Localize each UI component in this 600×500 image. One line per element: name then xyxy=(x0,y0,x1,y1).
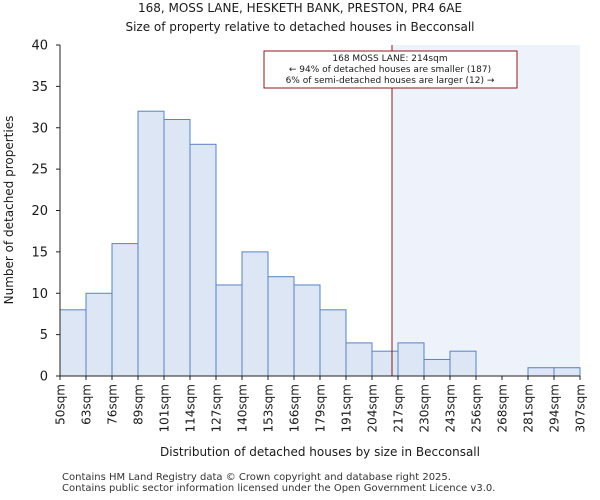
x-tick-label: 294sqm xyxy=(548,384,562,432)
y-tick-label: 25 xyxy=(31,163,48,178)
y-tick-label: 20 xyxy=(31,204,48,219)
bar-127sqm xyxy=(215,284,243,377)
bar-114sqm xyxy=(189,143,217,377)
shaded-region xyxy=(392,45,580,376)
x-tick-label: 268sqm xyxy=(496,384,510,432)
annotation-box xyxy=(263,50,518,89)
x-tick-label: 191sqm xyxy=(340,384,354,432)
bar-76sqm xyxy=(111,243,139,377)
x-tick-label: 140sqm xyxy=(236,384,250,432)
bar-179sqm xyxy=(319,309,347,377)
x-axis-label: Distribution of detached houses by size … xyxy=(160,445,480,459)
y-tick-label: 40 xyxy=(31,39,48,54)
bar-191sqm xyxy=(345,342,373,377)
bar-230sqm xyxy=(423,358,451,377)
bar-153sqm xyxy=(267,276,295,377)
annotation-line-1: 168 MOSS LANE: 214sqm xyxy=(332,54,447,64)
bar-294sqm xyxy=(553,367,581,377)
bar-140sqm xyxy=(241,251,269,377)
y-tick-label: 10 xyxy=(31,287,48,302)
footer-line-2: Contains public sector information licen… xyxy=(62,483,496,494)
x-tick-label: 114sqm xyxy=(184,384,198,432)
bar-204sqm xyxy=(371,350,399,377)
x-tick-label: 307sqm xyxy=(574,384,588,432)
y-tick-label: 30 xyxy=(31,121,48,136)
x-tick-label: 256sqm xyxy=(470,384,484,432)
footer-line-1: Contains HM Land Registry data © Crown c… xyxy=(62,472,451,483)
x-tick-label: 166sqm xyxy=(288,384,302,432)
y-axis-label: Number of detached properties xyxy=(2,116,16,305)
x-tick-label: 217sqm xyxy=(392,384,406,432)
bar-217sqm xyxy=(397,342,425,377)
y-tick-label: 5 xyxy=(40,328,48,343)
x-tick-label: 230sqm xyxy=(418,384,432,432)
annotation-line-2: ← 94% of detached houses are smaller (18… xyxy=(289,65,491,75)
x-tick-label: 281sqm xyxy=(522,384,536,432)
y-tick-label: 35 xyxy=(31,80,48,95)
x-tick-label: 179sqm xyxy=(314,384,328,432)
bar-63sqm xyxy=(85,292,113,377)
bar-101sqm xyxy=(163,118,191,377)
bar-281sqm xyxy=(527,367,555,377)
x-tick-label: 101sqm xyxy=(158,384,172,432)
chart-title: 168, MOSS LANE, HESKETH BANK, PRESTON, P… xyxy=(138,1,462,15)
bar-243sqm xyxy=(449,350,477,377)
x-tick-label: 50sqm xyxy=(54,384,68,425)
bar-89sqm xyxy=(137,110,165,377)
annotation-line-3: 6% of semi-detached houses are larger (1… xyxy=(286,76,495,86)
x-tick-label: 204sqm xyxy=(366,384,380,432)
y-tick-label: 15 xyxy=(31,245,48,260)
x-tick-label: 89sqm xyxy=(132,384,146,425)
chart-subtitle: Size of property relative to detached ho… xyxy=(125,20,474,34)
bar-166sqm xyxy=(293,284,321,377)
x-tick-label: 63sqm xyxy=(80,384,94,425)
y-tick-label: 0 xyxy=(40,370,48,385)
bar-50sqm xyxy=(59,309,87,377)
x-tick-label: 76sqm xyxy=(106,384,120,425)
x-tick-label: 153sqm xyxy=(262,384,276,432)
x-tick-label: 127sqm xyxy=(210,384,224,432)
x-tick-label: 243sqm xyxy=(444,384,458,432)
